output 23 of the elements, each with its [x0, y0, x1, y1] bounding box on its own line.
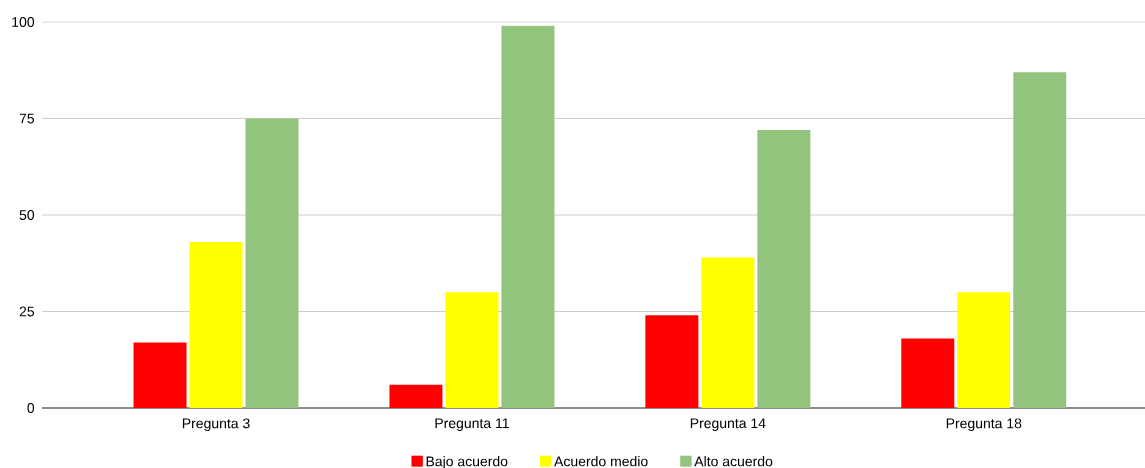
- bar: [901, 338, 955, 408]
- bar: [957, 292, 1011, 408]
- y-tick-label: 50: [19, 210, 35, 220]
- x-tick-label: Pregunta 3: [182, 418, 250, 432]
- x-tick-label: Pregunta 18: [946, 418, 1022, 432]
- bar: [389, 384, 443, 408]
- bar: [701, 257, 755, 408]
- y-tick-label: 0: [27, 403, 35, 413]
- x-tick-label: Pregunta 14: [690, 418, 766, 431]
- y-tick-label: 75: [19, 113, 35, 124]
- x-tick-label: Pregunta 11: [435, 418, 509, 431]
- bar: [1013, 72, 1067, 408]
- bar: [645, 315, 699, 408]
- bar: [245, 118, 299, 408]
- bar: [757, 130, 811, 408]
- legend-label: Alto acuerdo: [694, 456, 773, 467]
- bar: [445, 292, 499, 408]
- legend-label: Acuerdo medio: [554, 456, 648, 467]
- y-tick-label: 25: [19, 306, 35, 317]
- bar: [133, 342, 187, 408]
- bar: [189, 242, 243, 408]
- bar: [501, 25, 555, 408]
- y-tick-label: 100: [12, 17, 35, 27]
